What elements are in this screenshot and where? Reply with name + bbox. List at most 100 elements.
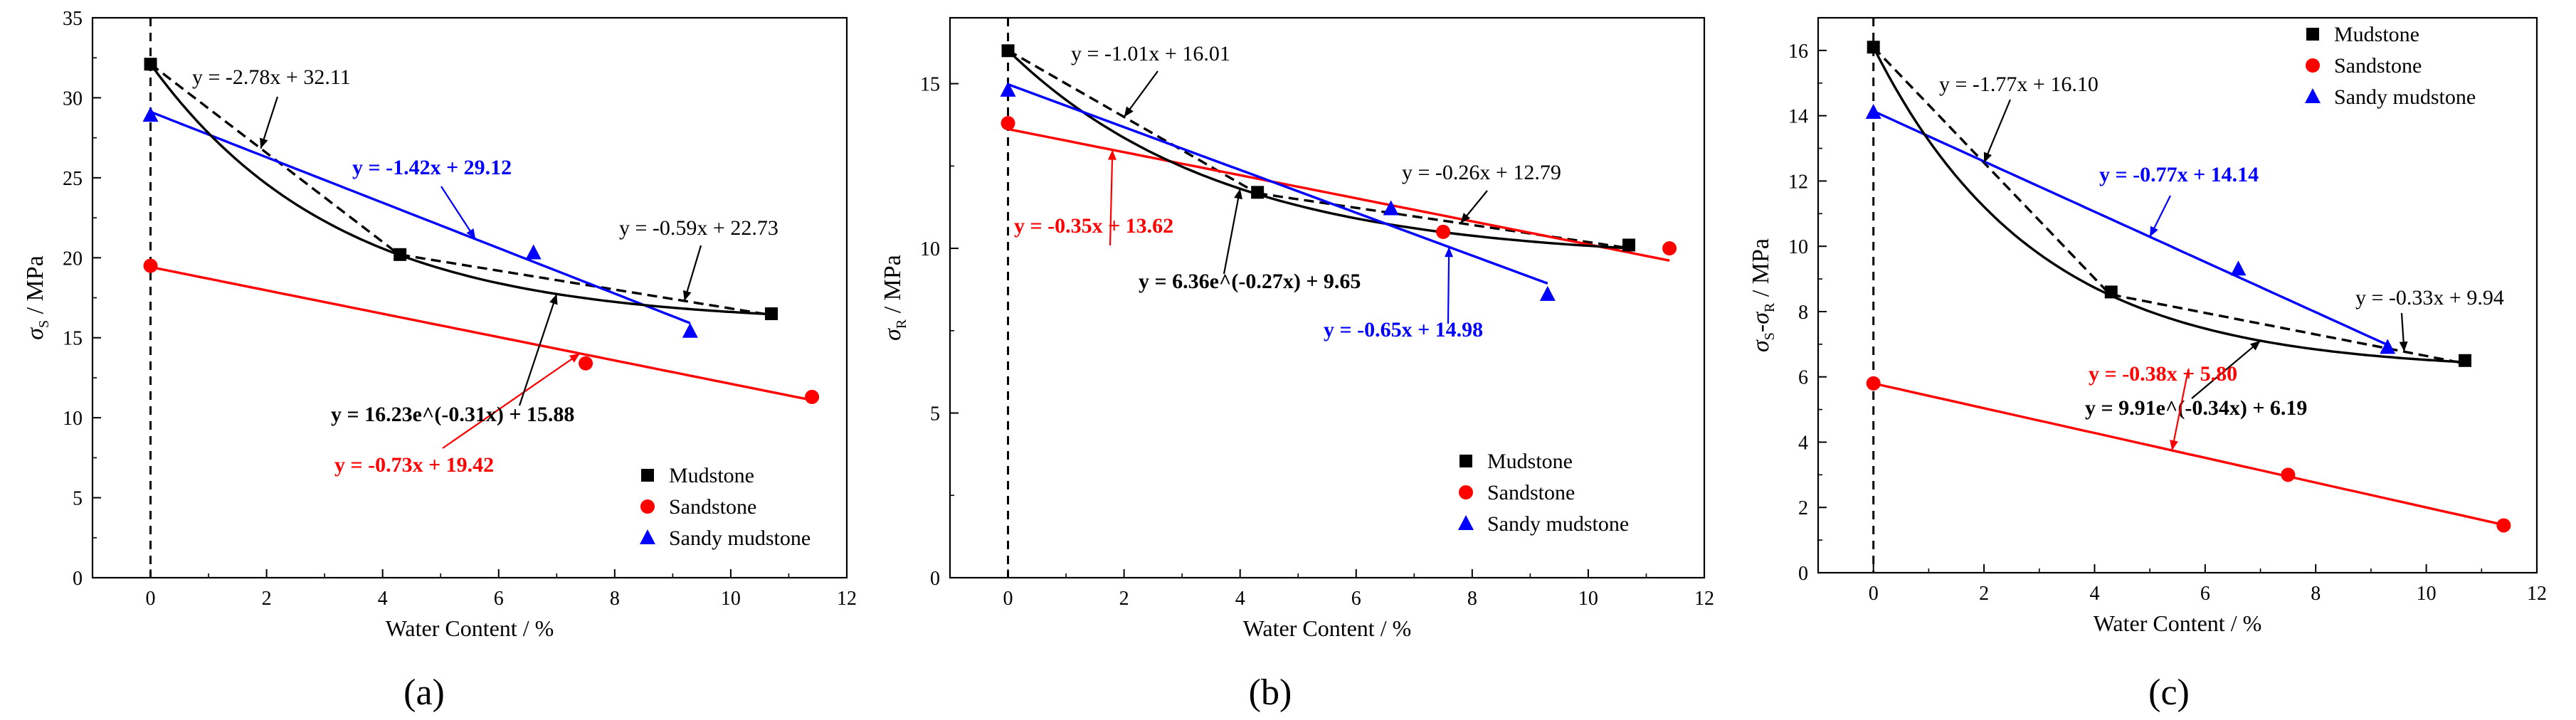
y-axis-label: σS-σR / MPa <box>1748 238 1778 352</box>
y-tick-label: 15 <box>920 74 940 96</box>
y-tick-label: 5 <box>73 488 83 510</box>
fit-equation-label: y = -0.33x + 9.94 <box>2355 286 2504 309</box>
segment-fit-line <box>2111 293 2466 365</box>
y-tick-label: 10 <box>63 408 83 430</box>
x-tick-label: 8 <box>610 588 620 610</box>
callout-arrowhead <box>2399 341 2408 352</box>
legend-marker-square <box>641 469 654 482</box>
x-tick-label: 12 <box>1694 588 1714 610</box>
fit-equation-label: y = -0.59x + 22.73 <box>619 216 778 240</box>
sandstone-point <box>2281 467 2296 482</box>
legend-marker-circle <box>640 499 655 514</box>
callout-arrow <box>518 293 558 406</box>
fit-equation-label: y = -0.38x + 5.80 <box>2089 362 2237 386</box>
sandy-mudstone-point <box>1865 104 1881 120</box>
legend-label: Mudstone <box>2334 23 2419 46</box>
y-tick-label: 8 <box>1798 302 1808 324</box>
fit-equation-label: y = -1.42x + 29.12 <box>352 156 512 179</box>
fit-equation-label: y = -0.77x + 14.14 <box>2099 163 2259 186</box>
legend-label: Sandy mudstone <box>1487 512 1629 536</box>
mudstone-point <box>394 248 407 261</box>
chart-panel-2: 0 2 4 6 8 10 12 0 5 10 15 y = -1.01x + 16.01 y = -0.… <box>880 16 1714 713</box>
callout-arrowhead <box>466 228 476 240</box>
callout-arrow <box>1223 189 1241 275</box>
sandstone-point <box>1662 241 1677 256</box>
legend-label: Sandstone <box>2334 54 2422 78</box>
x-tick-label: 2 <box>1119 588 1129 610</box>
mudstone-point <box>1867 41 1880 54</box>
legend-marker-triangle <box>2305 88 2321 103</box>
y-tick-label: 20 <box>63 248 83 270</box>
legend-marker-triangle <box>640 529 655 544</box>
chart-panel-1: 0 2 4 6 8 10 12 0 5 10 15 20 25 30 35 y = -2.78x + 32.1… <box>22 8 857 713</box>
fit-equation-label: y = -2.78x + 32.11 <box>192 65 351 89</box>
fit-equation-label: y = -0.26x + 12.79 <box>1402 161 1561 184</box>
panel-label: (a) <box>403 672 445 713</box>
legend-marker-triangle <box>1458 515 1474 530</box>
x-tick-label: 12 <box>2527 583 2547 605</box>
panel-label: (b) <box>1249 672 1292 713</box>
sandstone-point <box>579 356 593 371</box>
segment-fit-line <box>1872 46 2113 297</box>
callout-arrowhead <box>1234 189 1242 200</box>
legend-label: Sandy mudstone <box>2334 85 2476 109</box>
x-tick-label: 10 <box>2417 583 2437 605</box>
sandy-mudstone-point <box>2230 260 2247 276</box>
callout-arrow <box>2171 369 2190 451</box>
x-tick-label: 6 <box>2200 583 2210 605</box>
callout-arrowhead <box>1983 152 1992 163</box>
sandy-mudstone-point <box>525 244 542 260</box>
legend-label: Mudstone <box>1487 450 1573 473</box>
callout-arrowhead <box>549 294 558 305</box>
callout-arrowhead <box>1107 149 1117 160</box>
mudstone-point <box>1622 238 1635 252</box>
segment-fit-line <box>1257 192 1630 250</box>
sandstone-point <box>1436 224 1451 239</box>
x-axis-label: Water Content / % <box>1243 615 1411 641</box>
plot-frame <box>1817 16 2538 574</box>
y-tick-label: 4 <box>1798 432 1808 454</box>
x-tick-label: 10 <box>1578 588 1598 610</box>
y-tick-label: 2 <box>1798 497 1808 519</box>
y-tick-label: 35 <box>63 8 83 30</box>
callout-arrowhead <box>1460 213 1471 223</box>
linear-fit-line <box>1007 83 1548 285</box>
x-tick-label: 8 <box>1467 588 1477 610</box>
callout-arrow <box>442 352 581 449</box>
callout-arrowhead <box>1124 106 1134 117</box>
callout-arrowhead <box>682 290 692 301</box>
y-tick-label: 10 <box>920 238 940 260</box>
exponential-fit-curve <box>149 63 772 316</box>
x-tick-label: 6 <box>1351 588 1361 610</box>
fit-equation-label: y = -0.35x + 13.62 <box>1014 214 1173 238</box>
sandy-mudstone-point <box>1383 200 1399 216</box>
linear-fit-line <box>1873 382 2504 526</box>
y-tick-label: 30 <box>63 88 83 110</box>
x-tick-label: 8 <box>2311 583 2321 605</box>
mudstone-point <box>144 58 157 71</box>
legend-marker-square <box>2306 28 2319 41</box>
legend-label: Sandstone <box>1487 481 1575 504</box>
callout-arrowhead <box>2150 226 2158 237</box>
linear-fit-line <box>1008 127 1670 262</box>
callout-arrow <box>440 186 477 240</box>
exponential-fit-curve <box>1007 49 1630 250</box>
legend-marker-circle <box>2306 58 2320 73</box>
y-tick-label: 15 <box>63 328 83 350</box>
sandy-mudstone-point <box>1539 285 1556 301</box>
sandy-mudstone-point <box>142 107 159 122</box>
fit-equation-label: y = -0.65x + 14.98 <box>1324 318 1483 342</box>
y-tick-label: 14 <box>1788 106 1808 128</box>
callout-arrow <box>1447 247 1450 324</box>
callout-arrowhead <box>2249 340 2261 351</box>
callout-arrowhead <box>2170 440 2178 451</box>
fit-equation-label: y = -1.77x + 16.10 <box>1939 73 2099 96</box>
linear-fit-line <box>150 265 813 402</box>
callout-arrowhead <box>569 353 580 363</box>
x-tick-label: 0 <box>146 588 156 610</box>
fit-equation-label: y = 6.36e^(-0.27x) + 9.65 <box>1139 270 1361 293</box>
y-tick-label: 6 <box>1798 367 1808 389</box>
callout-arrowhead <box>1445 247 1454 258</box>
y-tick-label: 5 <box>930 403 940 425</box>
legend-marker-circle <box>1459 485 1473 499</box>
